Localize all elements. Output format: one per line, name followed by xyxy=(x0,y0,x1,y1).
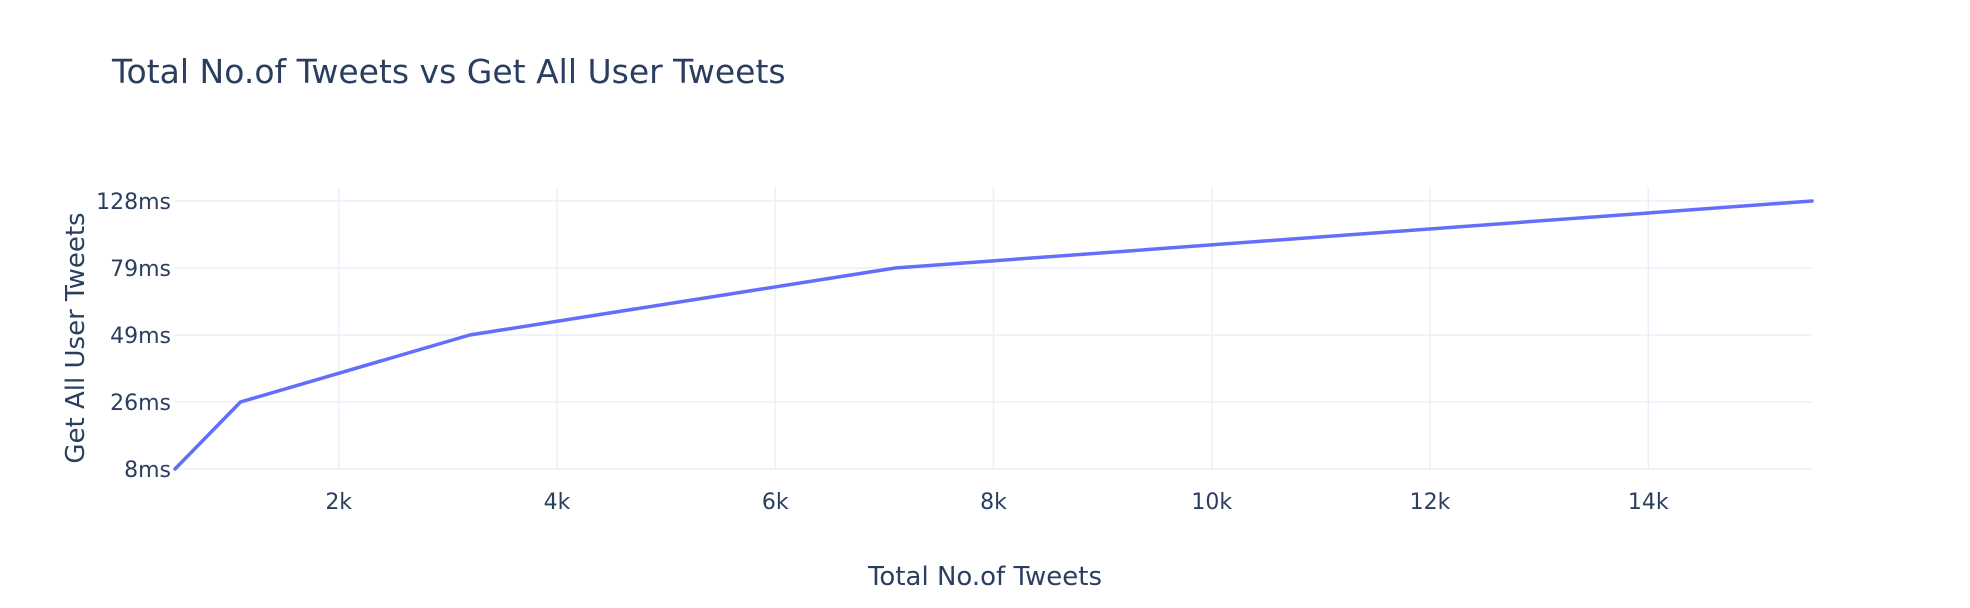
x-axis-label: Total No.of Tweets xyxy=(867,562,1103,592)
y-tick-label: 79ms xyxy=(110,257,171,282)
x-tick-label: 10k xyxy=(1191,490,1232,515)
y-axis-label: Get All User Tweets xyxy=(61,212,91,464)
x-tick-label: 4k xyxy=(544,490,571,515)
y-tick-label: 49ms xyxy=(110,324,171,349)
y-tick-label: 8ms xyxy=(124,458,171,483)
y-tick-label: 128ms xyxy=(96,190,171,215)
x-tick-label: 6k xyxy=(762,490,789,515)
y-tick-label: 26ms xyxy=(110,391,171,416)
series-layer xyxy=(173,199,1814,471)
y-axis-ticks: 8ms 26ms 49ms 79ms 128ms xyxy=(96,190,171,483)
chart-title: Total No.of Tweets vs Get All User Tweet… xyxy=(112,52,786,91)
x-tick-label: 8k xyxy=(980,490,1007,515)
x-tick-label: 12k xyxy=(1410,490,1451,515)
series-line xyxy=(173,199,1814,471)
x-axis-ticks: 2k 4k 6k 8k 10k 12k 14k xyxy=(325,490,1669,515)
gridlines xyxy=(175,187,1812,470)
x-tick-label: 2k xyxy=(325,490,352,515)
x-tick-label: 14k xyxy=(1628,490,1669,515)
